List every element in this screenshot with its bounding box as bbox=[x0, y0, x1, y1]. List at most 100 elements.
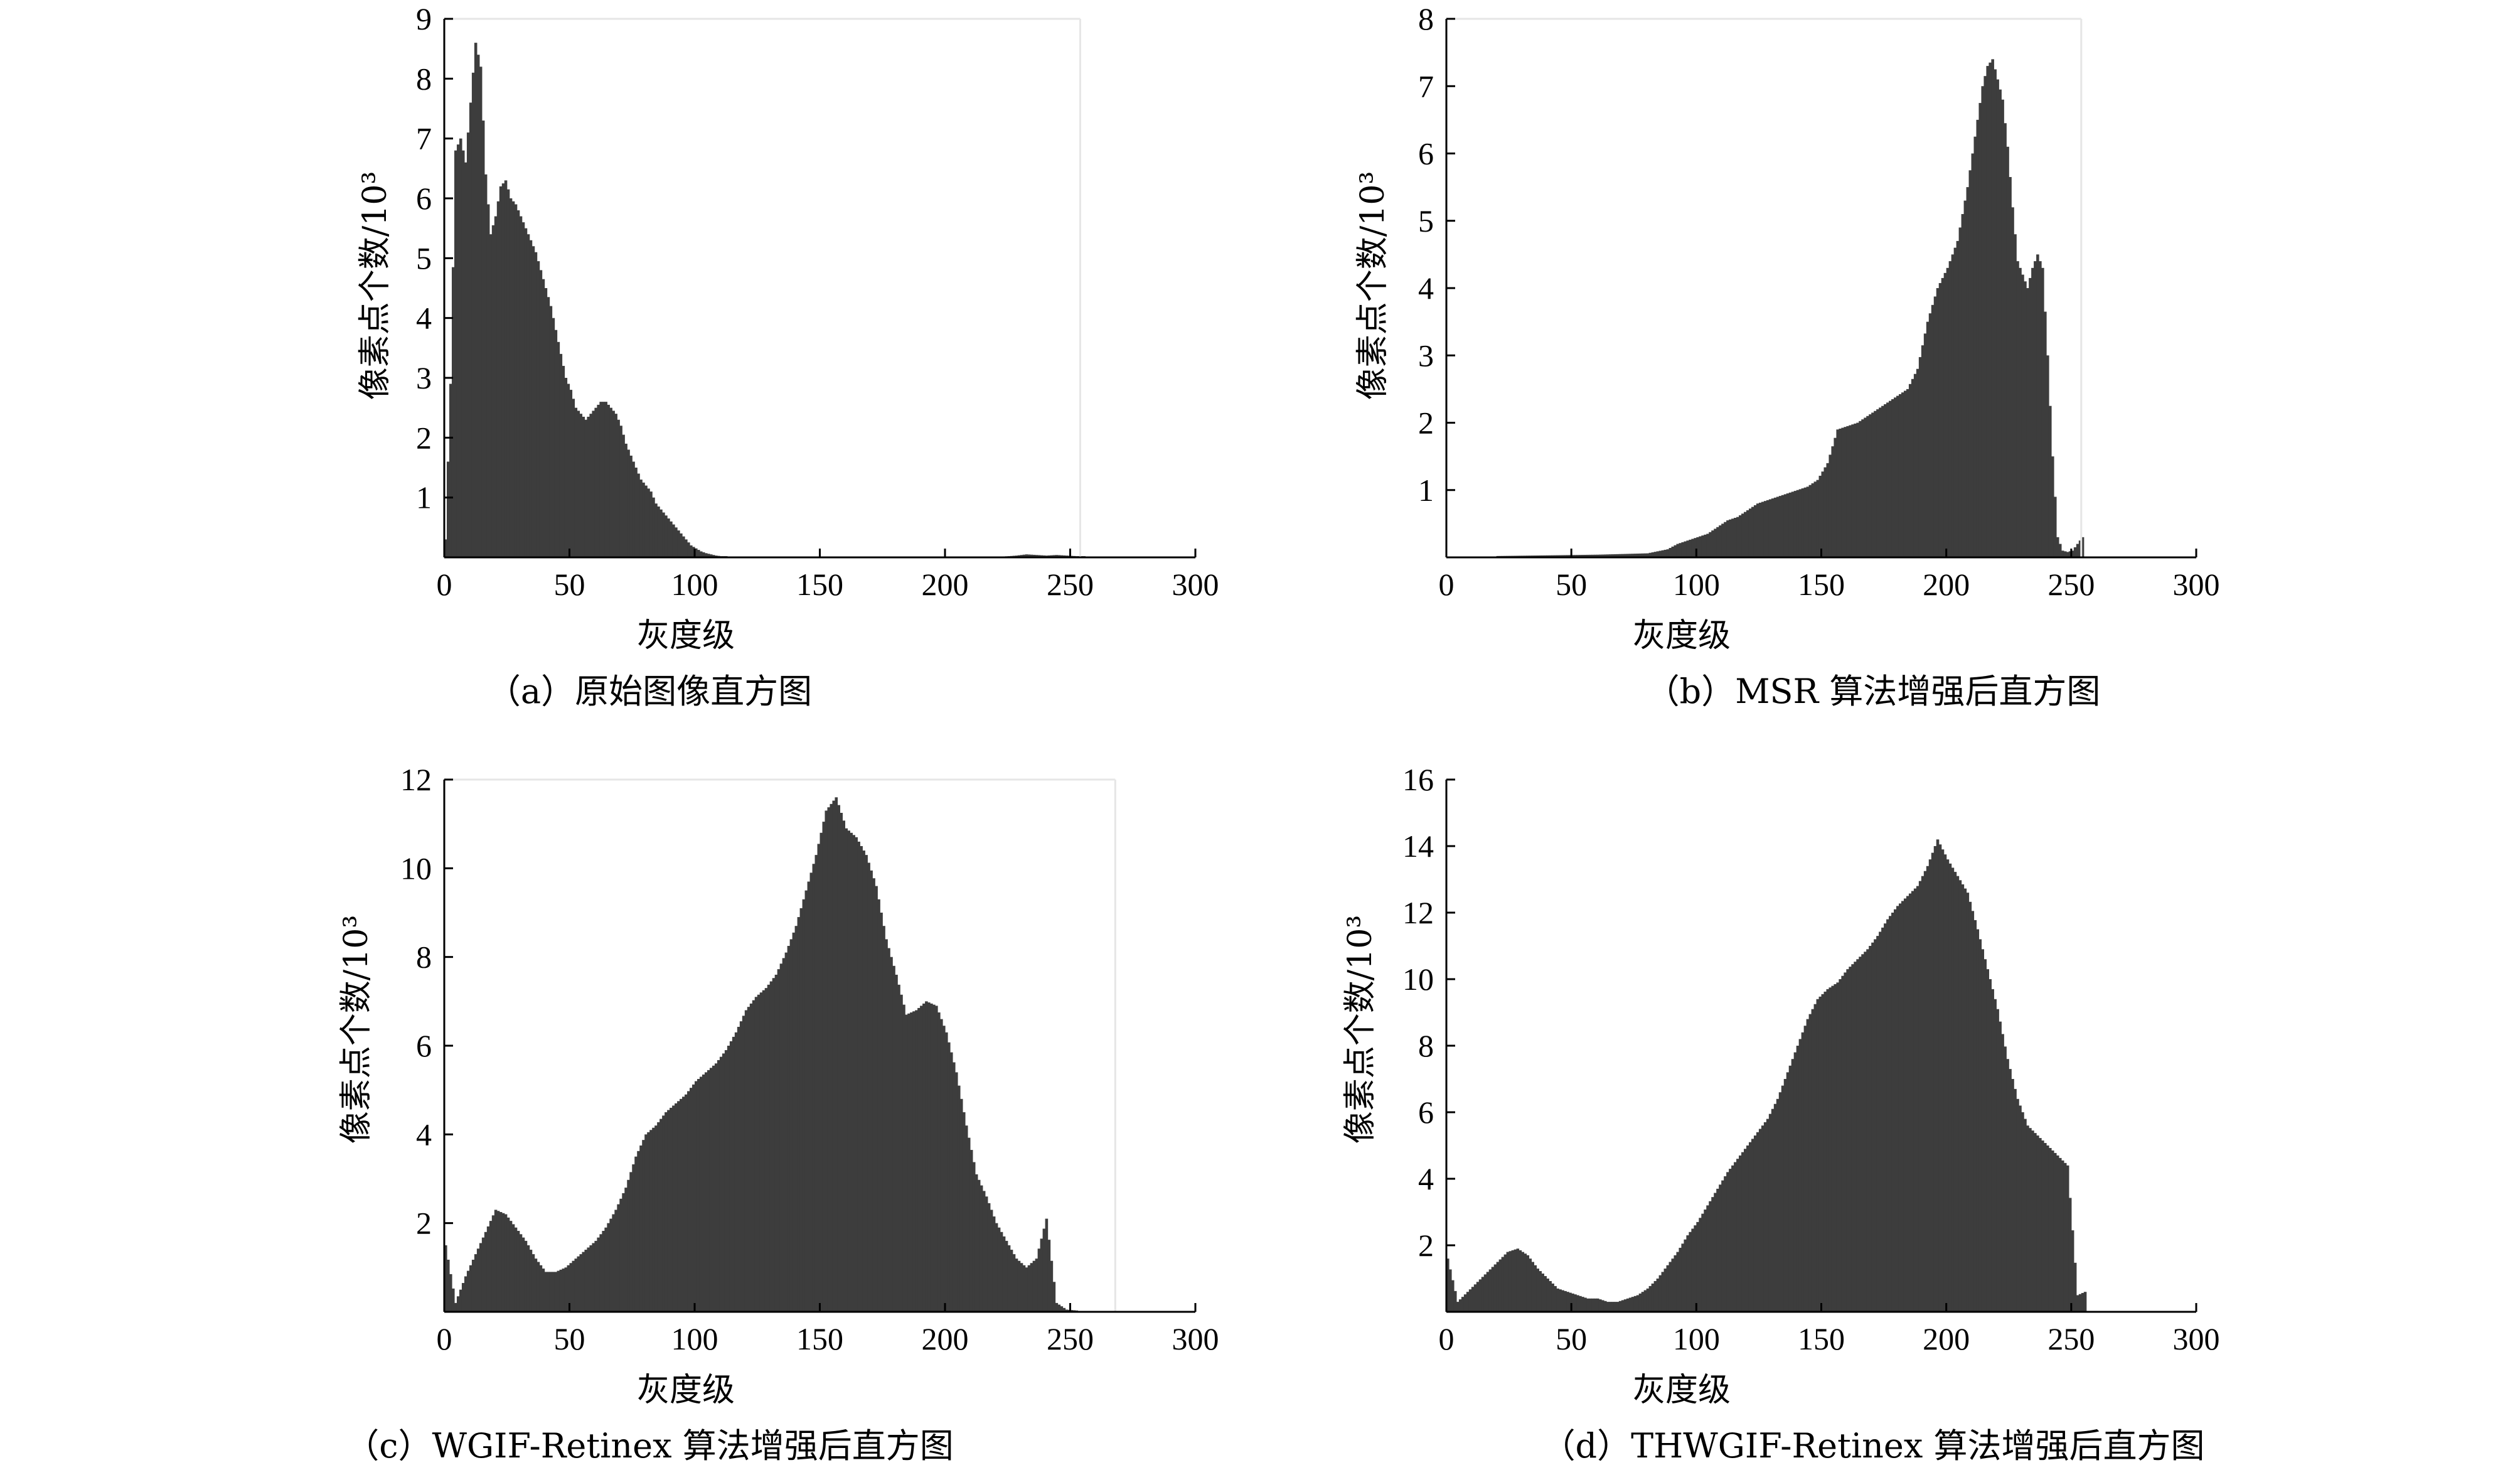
histogram-bar bbox=[449, 1274, 452, 1312]
histogram-bar bbox=[2004, 1046, 2007, 1312]
histogram-bar bbox=[1976, 929, 1980, 1312]
histogram-bar bbox=[627, 449, 630, 557]
histogram-bar bbox=[937, 1012, 941, 1312]
histogram-bar bbox=[1514, 1249, 1517, 1312]
histogram-bar bbox=[1771, 1108, 1775, 1312]
histogram-bar bbox=[835, 797, 838, 1312]
histogram-bar bbox=[1621, 554, 1625, 557]
histogram-bar bbox=[787, 946, 791, 1312]
histogram-bar bbox=[634, 468, 638, 557]
histogram-bar bbox=[589, 414, 593, 557]
histogram-bar bbox=[554, 330, 558, 557]
histogram-bar bbox=[1796, 490, 1800, 557]
histogram-bar bbox=[707, 554, 710, 557]
caption-b: （b）MSR 算法增强后直方图 bbox=[1646, 672, 2101, 711]
histogram-bar bbox=[549, 306, 553, 557]
histogram-bar bbox=[619, 1198, 622, 1312]
histogram-bar bbox=[947, 1042, 951, 1312]
histogram-bar bbox=[794, 926, 798, 1312]
histogram-bar bbox=[857, 841, 860, 1312]
histogram-bar bbox=[639, 1145, 643, 1312]
histogram-bar bbox=[1646, 1288, 1650, 1312]
histogram-bar bbox=[1948, 863, 1952, 1312]
histogram-bar bbox=[892, 965, 895, 1312]
histogram-bar bbox=[1906, 896, 1909, 1312]
histogram-bar bbox=[1686, 540, 1689, 557]
histogram-bar bbox=[1596, 1298, 1599, 1312]
histogram-bar bbox=[499, 186, 503, 557]
histogram-bar bbox=[602, 402, 605, 557]
x-tick-label-a: 50 bbox=[554, 567, 585, 602]
histogram-bar bbox=[1928, 859, 1932, 1312]
histogram-bar bbox=[469, 1265, 472, 1312]
histogram-bar bbox=[995, 1223, 998, 1312]
histogram-bar bbox=[647, 488, 650, 557]
histogram-bar bbox=[446, 1259, 450, 1312]
histogram-bar bbox=[1461, 1297, 1465, 1312]
histogram-bar bbox=[1841, 427, 1844, 557]
histogram-bar bbox=[1468, 1289, 1472, 1312]
histogram-bar bbox=[1854, 962, 1857, 1312]
histogram-bar bbox=[964, 1125, 968, 1312]
histogram-bar bbox=[1999, 89, 2002, 558]
histogram-bar bbox=[506, 189, 510, 557]
histogram-bar bbox=[1636, 1295, 1640, 1312]
histogram-bar bbox=[2066, 552, 2069, 557]
histogram-bar bbox=[692, 1084, 695, 1312]
histogram-bar bbox=[1611, 554, 1615, 557]
histogram-bar bbox=[732, 1036, 735, 1312]
histogram-bar bbox=[589, 1245, 593, 1312]
histogram-bar bbox=[649, 491, 653, 557]
histogram-bar bbox=[1778, 1092, 1782, 1312]
histogram-bar bbox=[1746, 1145, 1749, 1312]
histogram-bar bbox=[1986, 66, 1989, 557]
histogram-bar bbox=[1801, 1032, 1805, 1312]
histogram-bar bbox=[1913, 888, 1917, 1312]
histogram-bar bbox=[1631, 554, 1635, 557]
histogram-bar bbox=[649, 1130, 653, 1312]
histogram-bar bbox=[1456, 1302, 1460, 1312]
histogram-bar bbox=[1811, 1009, 1815, 1312]
histogram-bar bbox=[847, 830, 850, 1312]
histogram-bar bbox=[496, 1211, 500, 1312]
histogram-bar bbox=[1628, 554, 1632, 557]
histogram-bar bbox=[1709, 1201, 1712, 1312]
histogram-bar bbox=[1923, 871, 1927, 1312]
histogram-bar bbox=[887, 948, 890, 1312]
histogram-bar bbox=[572, 399, 575, 557]
histogram-bar bbox=[624, 1188, 627, 1312]
histogram-bar bbox=[784, 952, 788, 1312]
histogram-bar bbox=[1844, 972, 1847, 1312]
histogram-bar bbox=[599, 1234, 602, 1312]
histogram-bar bbox=[1891, 913, 1894, 1312]
histogram-bar bbox=[1834, 437, 1837, 557]
histogram-bar bbox=[1579, 555, 1582, 557]
histogram-bar bbox=[1994, 999, 1997, 1312]
histogram-bar bbox=[1946, 859, 1950, 1312]
histogram-bar bbox=[547, 297, 550, 557]
histogram-bar bbox=[1005, 1240, 1008, 1312]
histogram-bar bbox=[1961, 214, 1965, 557]
histogram-bar bbox=[702, 552, 705, 557]
histogram-bar bbox=[499, 1212, 503, 1312]
histogram-bar bbox=[1621, 1300, 1625, 1312]
histogram-bar bbox=[1055, 555, 1059, 557]
histogram-bar bbox=[509, 198, 513, 557]
histogram-bar bbox=[902, 1004, 905, 1312]
histogram-bar bbox=[1781, 495, 1785, 557]
x-tick-label-b: 250 bbox=[2048, 567, 2095, 602]
histogram-bar bbox=[1453, 1290, 1457, 1312]
histogram-bar bbox=[1849, 425, 1852, 557]
y-axis-title-c: 像素点个数/10³ bbox=[338, 915, 375, 1144]
histogram-bar bbox=[1594, 554, 1597, 557]
histogram-bar bbox=[814, 855, 818, 1312]
histogram-bar bbox=[1473, 1284, 1477, 1312]
histogram-bar bbox=[670, 1107, 673, 1312]
histogram-bar bbox=[1898, 903, 1902, 1312]
histogram-bar bbox=[942, 1026, 946, 1312]
histogram-bar bbox=[524, 1240, 528, 1312]
x-tick-label-c: 150 bbox=[796, 1321, 843, 1356]
x-tick-label-b: 200 bbox=[1923, 567, 1970, 602]
histogram-bar bbox=[1666, 549, 1670, 557]
histogram-bar bbox=[1601, 1300, 1604, 1312]
